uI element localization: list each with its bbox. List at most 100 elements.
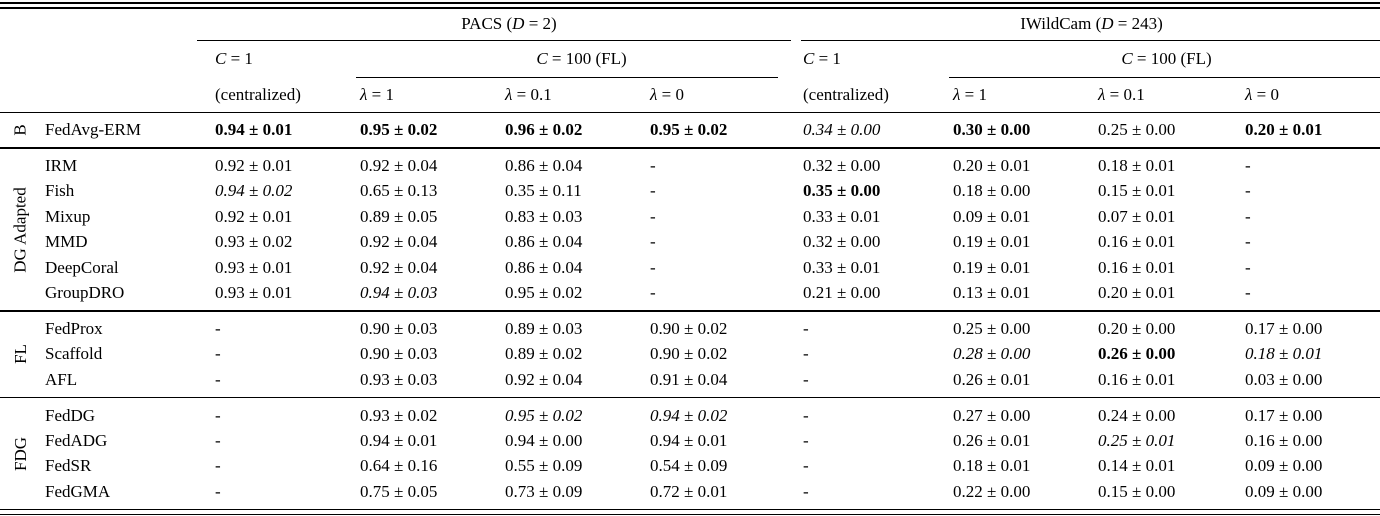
- value-cell: 0.92 ± 0.04: [505, 369, 583, 389]
- lambda-symbol: λ: [1098, 85, 1106, 104]
- value-cell: -: [215, 344, 221, 364]
- value-cell: 0.86 ± 0.04: [505, 232, 583, 252]
- value-cell: 0.09 ± 0.00: [1245, 456, 1323, 476]
- table-row: DeepCoral 0.93 ± 0.01 0.92 ± 0.04 0.86 ± 0.…: [45, 255, 1380, 280]
- table-row: Mixup 0.92 ± 0.01 0.89 ± 0.05 0.83 ± 0.03 - 0…: [45, 204, 1380, 229]
- value-cell: 0.96 ± 0.02: [505, 120, 583, 140]
- value-cell: 0.22 ± 0.00: [953, 481, 1031, 501]
- value-cell: 0.18 ± 0.01: [953, 456, 1031, 476]
- value-cell: -: [215, 318, 221, 338]
- table-row: FedSR - 0.64 ± 0.16 0.55 ± 0.09 0.54 ± 0.09 -…: [45, 454, 1380, 479]
- value-cell: 0.17 ± 0.00: [1245, 318, 1323, 338]
- value-cell: 0.93 ± 0.01: [215, 283, 293, 303]
- value-cell: 0.21 ± 0.00: [803, 283, 881, 303]
- table-row: Scaffold - 0.90 ± 0.03 0.89 ± 0.02 0.90 ± 0.…: [45, 342, 1380, 367]
- lambda-value: = 0.1: [1105, 85, 1145, 104]
- value-cell: 0.25 ± 0.00: [1098, 120, 1176, 140]
- value-cell: 0.25 ± 0.01: [1098, 430, 1176, 450]
- group-divider-rule: [0, 147, 1380, 149]
- value-cell: 0.93 ± 0.03: [360, 369, 438, 389]
- method-name: Fish: [45, 181, 75, 201]
- value-cell: 0.09 ± 0.01: [953, 206, 1031, 226]
- lambda-value: = 0: [657, 85, 684, 104]
- value-cell: 0.20 ± 0.00: [1098, 318, 1176, 338]
- c1-value: = 1: [814, 49, 841, 68]
- table-row: MMD 0.93 ± 0.02 0.92 ± 0.04 0.86 ± 0.04 - 0.3…: [45, 230, 1380, 255]
- group-label: FL: [0, 312, 42, 397]
- method-group: FDG FedDG - 0.93 ± 0.02 0.95 ± 0.02 0.94 ± 0.…: [0, 398, 1380, 509]
- value-cell: 0.18 ± 0.01: [1245, 344, 1323, 364]
- value-cell: 0.03 ± 0.00: [1245, 369, 1323, 389]
- pacs-lambda01-label: λ = 0.1: [505, 85, 650, 105]
- value-cell: 0.92 ± 0.01: [215, 156, 293, 176]
- value-cell: -: [803, 456, 809, 476]
- value-cell: -: [215, 430, 221, 450]
- value-cell: 0.28 ± 0.00: [953, 344, 1031, 364]
- value-cell: 0.90 ± 0.02: [650, 318, 728, 338]
- value-cell: 0.16 ± 0.00: [1245, 430, 1323, 450]
- value-cell: 0.92 ± 0.01: [215, 206, 293, 226]
- value-cell: 0.92 ± 0.04: [360, 257, 438, 277]
- value-cell: -: [650, 232, 656, 252]
- value-cell: 0.27 ± 0.00: [953, 405, 1031, 425]
- table-row: FedADG - 0.94 ± 0.01 0.94 ± 0.00 0.94 ± 0.01…: [45, 428, 1380, 453]
- value-cell: 0.93 ± 0.02: [215, 232, 293, 252]
- value-cell: 0.90 ± 0.03: [360, 318, 438, 338]
- value-cell: -: [215, 481, 221, 501]
- c-variable: C: [1121, 49, 1133, 68]
- value-cell: 0.26 ± 0.01: [953, 369, 1031, 389]
- method-group: FL FedProx - 0.90 ± 0.03 0.89 ± 0.03 0.90 ± 0…: [0, 312, 1380, 397]
- method-name: DeepCoral: [45, 257, 119, 277]
- value-cell: 0.89 ± 0.02: [505, 344, 583, 364]
- lambda-value: = 0.1: [512, 85, 552, 104]
- value-cell: 0.19 ± 0.01: [953, 232, 1031, 252]
- c100-value: = 100: [547, 49, 596, 68]
- lambda-symbol: λ: [505, 85, 513, 104]
- group-label-text: FL: [11, 344, 30, 365]
- value-cell: -: [215, 456, 221, 476]
- value-cell: 0.26 ± 0.01: [953, 430, 1031, 450]
- value-cell: 0.93 ± 0.01: [215, 257, 293, 277]
- value-cell: 0.35 ± 0.11: [505, 181, 582, 201]
- value-cell: -: [803, 369, 809, 389]
- value-cell: 0.33 ± 0.01: [803, 257, 881, 277]
- value-cell: 0.18 ± 0.00: [953, 181, 1031, 201]
- value-cell: 0.94 ± 0.00: [505, 430, 583, 450]
- value-cell: -: [1245, 181, 1251, 201]
- c-variable: C: [803, 49, 815, 68]
- value-cell: -: [803, 344, 809, 364]
- iwildcam-c1-header: C = 1: [803, 49, 953, 69]
- value-cell: -: [650, 181, 656, 201]
- pacs-lambda0-label: λ = 0: [650, 85, 803, 105]
- value-cell: -: [650, 206, 656, 226]
- value-cell: 0.65 ± 0.13: [360, 181, 438, 201]
- header-clients-row: C = 1 C = 100 (FL) C = 1 C = 100 (FL): [0, 41, 1380, 77]
- pacs-c100-header: C = 100 (FL): [360, 49, 803, 69]
- pacs-dataset-title: PACS (D = 2): [215, 14, 803, 34]
- iwildcam-c100-header: C = 100 (FL): [953, 49, 1380, 69]
- value-cell: 0.72 ± 0.01: [650, 481, 728, 501]
- header-lambda-row: (centralized) λ = 1 λ = 0.1 λ = 0 (centr…: [0, 79, 1380, 112]
- iwildcam-underline: [801, 39, 1380, 41]
- value-cell: 0.07 ± 0.01: [1098, 206, 1176, 226]
- lambda-symbol: λ: [650, 85, 658, 104]
- value-cell: 0.73 ± 0.09: [505, 481, 583, 501]
- method-name: FedGMA: [45, 481, 111, 501]
- value-cell: 0.83 ± 0.03: [505, 206, 583, 226]
- value-cell: 0.19 ± 0.01: [953, 257, 1031, 277]
- value-cell: 0.94 ± 0.01: [650, 430, 728, 450]
- value-cell: 0.13 ± 0.01: [953, 283, 1031, 303]
- iwildcam-title-suffix: = 243): [1113, 14, 1163, 33]
- value-cell: 0.95 ± 0.02: [505, 283, 583, 303]
- iwildcam-lambda1-label: λ = 1: [953, 85, 1098, 105]
- value-cell: 0.95 ± 0.02: [505, 405, 583, 425]
- value-cell: -: [215, 369, 221, 389]
- value-cell: 0.95 ± 0.02: [650, 120, 728, 140]
- group-label-text: FDG: [10, 436, 30, 471]
- value-cell: -: [1245, 257, 1251, 277]
- group-label-text: B: [11, 124, 30, 136]
- top-rule-outer: [0, 2, 1380, 4]
- value-cell: 0.20 ± 0.01: [1245, 120, 1323, 140]
- value-cell: 0.54 ± 0.09: [650, 456, 728, 476]
- method-name: MMD: [45, 232, 88, 252]
